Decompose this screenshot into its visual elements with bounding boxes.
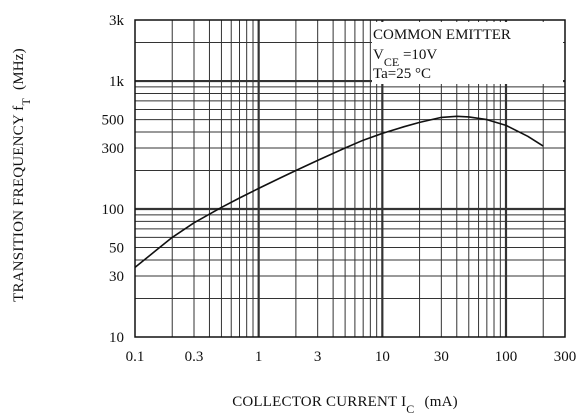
legend-line-3: Ta=25 °C	[373, 66, 431, 82]
x-axis-label: COLLECTOR CURRENT IC (mA)	[232, 394, 458, 414]
y-tick-label: 100	[102, 202, 125, 218]
x-tick-label: 300	[554, 349, 577, 365]
plot-frame	[134, 19, 566, 338]
y-tick-label: 50	[109, 241, 124, 257]
legend-line-1: COMMON EMITTER	[373, 27, 511, 43]
x-tick-label: 0.3	[185, 349, 204, 365]
x-axis-label-unit: (mA)	[425, 394, 458, 410]
x-tick-label: 30	[434, 349, 449, 365]
legend-box	[372, 22, 563, 84]
y-tick-label: 1k	[109, 74, 125, 90]
x-tick-label: 3	[314, 349, 322, 365]
y-tick-label: 30	[109, 269, 124, 285]
y-tick-label: 10	[109, 330, 124, 346]
x-tick-label: 0.1	[126, 349, 145, 365]
legend-line-2-main: V	[373, 47, 384, 63]
ticks-layer: 0.1 0.3 1 3 10 30 100 300 10 30 50 100 300 500 1k 3k	[102, 13, 577, 365]
x-axis-label-sub: C	[406, 402, 414, 414]
legend-line-2-sub: CE	[384, 55, 399, 69]
y-axis-label-main: TRANSITION FREQUENCY f	[11, 106, 27, 302]
x-tick-label: 1	[255, 349, 263, 365]
legend-line-2: VCE =10V	[373, 47, 437, 69]
y-tick-label: 300	[102, 141, 125, 157]
y-axis-label: TRANSITION FREQUENCY fT (MHz)	[11, 48, 33, 302]
y-tick-label: 3k	[109, 13, 125, 29]
legend-layer: COMMON EMITTER VCE =10V Ta=25 °C	[373, 27, 511, 82]
x-tick-label: 100	[495, 349, 518, 365]
fT-curve	[134, 115, 544, 269]
x-tick-label: 10	[375, 349, 390, 365]
y-axis-label-unit: (MHz)	[11, 48, 27, 90]
legend-line-2-rest: =10V	[399, 47, 437, 63]
y-axis-label-sub: T	[19, 98, 33, 106]
x-axis-label-main: COLLECTOR CURRENT I	[232, 394, 406, 410]
series-layer	[134, 115, 544, 269]
y-tick-label: 500	[102, 113, 125, 129]
